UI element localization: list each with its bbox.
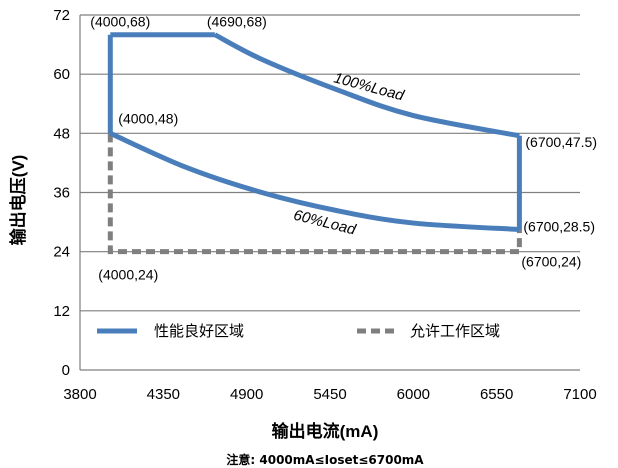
y-tick-labels: 0 12 24 36 48 60 72 xyxy=(53,7,70,379)
x-tick-6000: 6000 xyxy=(397,386,430,403)
point-label-6: (6700,24) xyxy=(521,254,581,270)
legend-label-allowed: 允许工作区域 xyxy=(410,322,500,340)
point-label-3: (6700,47.5) xyxy=(525,134,597,150)
y-tick-60: 60 xyxy=(53,66,70,83)
x-axis-title: 输出电流(mA) xyxy=(272,421,379,441)
allowed-region xyxy=(107,133,522,255)
y-tick-0: 0 xyxy=(62,362,70,379)
point-label-2: (4000,48) xyxy=(118,110,178,126)
x-tick-3800: 3800 xyxy=(63,386,96,403)
point-label-1: (4690,68) xyxy=(207,14,267,30)
grid-lines xyxy=(79,14,580,371)
legend-label-good: 性能良好区域 xyxy=(154,322,244,340)
x-tick-4900: 4900 xyxy=(230,386,263,403)
point-label-0: (4000,68) xyxy=(90,14,150,30)
y-tick-72: 72 xyxy=(53,7,70,24)
allowed-region-boundary xyxy=(107,133,522,255)
y-tick-24: 24 xyxy=(53,244,70,261)
y-axis-title: 输出电压(V) xyxy=(8,155,28,246)
good-region xyxy=(107,32,522,232)
y-tick-12: 12 xyxy=(53,303,70,320)
range-note: 注意: 4000mA≤Ioset≤6700mA xyxy=(226,452,424,467)
point-label-5: (4000,24) xyxy=(98,267,158,283)
load-60-curve xyxy=(109,131,520,232)
legend: 性能良好区域 允许工作区域 xyxy=(97,322,500,340)
x-tick-7100: 7100 xyxy=(563,386,596,403)
load-100-curve xyxy=(213,32,520,139)
x-tick-5450: 5450 xyxy=(313,386,346,403)
point-label-4: (6700,28.5) xyxy=(523,218,595,234)
x-tick-4350: 4350 xyxy=(147,386,180,403)
x-tick-6550: 6550 xyxy=(480,386,513,403)
x-tick-labels: 3800 4350 4900 5450 6000 6550 7100 xyxy=(63,386,596,403)
y-tick-36: 36 xyxy=(53,185,70,202)
y-tick-48: 48 xyxy=(53,125,70,142)
